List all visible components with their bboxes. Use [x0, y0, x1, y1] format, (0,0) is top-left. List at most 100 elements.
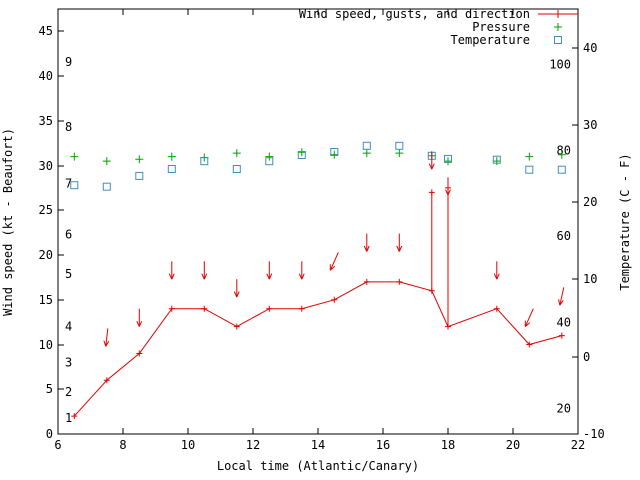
- x-tick-label: 8: [119, 438, 126, 452]
- y-tick-label: 15: [39, 293, 53, 307]
- wind-arrow-head: [168, 273, 175, 280]
- pressure-point: [444, 157, 452, 166]
- x-tick-label: 6: [54, 438, 61, 452]
- wind-arrow-head: [445, 189, 451, 196]
- wind-arrow-head: [266, 273, 273, 280]
- pressure-point: [135, 155, 144, 164]
- wind-direction-arrow: [105, 328, 109, 347]
- wind-direction-arrow: [329, 252, 339, 271]
- legend-label: Pressure: [472, 20, 530, 34]
- wind-speed-point: [396, 278, 403, 285]
- pressure-point: [330, 150, 339, 159]
- legend-label: Temperature: [451, 33, 530, 47]
- beaufort-scale-label: 9: [65, 55, 72, 69]
- legend-temperature-marker: [554, 36, 562, 44]
- y-tick-label: 0: [46, 427, 53, 441]
- fahrenheit-scale-label: 20: [557, 402, 571, 416]
- fahrenheit-scale-label: 40: [557, 316, 571, 330]
- pressure-point: [102, 157, 111, 166]
- wind-speed-point: [71, 413, 78, 420]
- temperature-point: [200, 157, 209, 166]
- legend-pressure-marker: [554, 23, 562, 31]
- y2-tick-label: 40: [583, 41, 597, 55]
- wind-arrow-head: [363, 245, 370, 252]
- beaufort-scale-label: 3: [65, 355, 72, 369]
- wind-direction-arrow: [524, 308, 534, 327]
- y2-tick-label: 0: [583, 350, 590, 364]
- temperature-point: [395, 141, 404, 150]
- pressure-point: [297, 148, 306, 157]
- wind-speed-point: [103, 377, 110, 384]
- pressure-point: [525, 152, 534, 161]
- y-tick-label: 20: [39, 248, 53, 262]
- temperature-point: [265, 157, 274, 166]
- temperature-point: [557, 165, 566, 174]
- wind-arrow-head: [524, 320, 531, 327]
- y-tick-label: 35: [39, 114, 53, 128]
- temperature-point: [444, 154, 452, 163]
- temperature-point: [525, 165, 534, 174]
- fahrenheit-scale-label: 60: [557, 229, 571, 243]
- wind-speed-point: [298, 305, 305, 312]
- y-tick-label: 25: [39, 203, 53, 217]
- temperature-point: [135, 171, 144, 180]
- wind-arrow-head: [201, 273, 208, 280]
- pressure-point: [395, 149, 404, 158]
- y-tick-label: 40: [39, 69, 53, 83]
- wind-arrow-head: [233, 291, 240, 298]
- wind-arrow-head: [103, 340, 110, 347]
- y2-tick-label: 30: [583, 118, 597, 132]
- temperature-point: [70, 181, 79, 190]
- temperature-point: [102, 182, 111, 191]
- temperature-point: [232, 165, 241, 173]
- x-tick-label: 16: [376, 438, 390, 452]
- wind-arrow-head: [298, 273, 305, 280]
- pressure-point: [557, 150, 566, 159]
- y2-tick-label: 20: [583, 195, 597, 209]
- fahrenheit-scale-label: 80: [557, 143, 571, 157]
- wind-arrow-head: [493, 273, 500, 280]
- plot-border: [57, 8, 579, 435]
- pressure-point: [492, 157, 501, 166]
- temperature-point: [362, 141, 371, 150]
- y2-tick-label: -10: [583, 427, 605, 441]
- wind-speed-point: [331, 296, 338, 303]
- wind-speed-point: [526, 341, 533, 348]
- x-tick-label: 20: [506, 438, 520, 452]
- legend-wind-marker: [554, 10, 562, 18]
- y-tick-label: 10: [39, 338, 53, 352]
- beaufort-scale-label: 8: [65, 120, 72, 134]
- x-axis-title: Local time (Atlantic/Canary): [217, 459, 419, 473]
- temperature-point: [330, 148, 339, 156]
- pressure-point: [70, 152, 79, 161]
- y-tick-label: 30: [39, 159, 53, 173]
- x-tick-label: 18: [441, 438, 455, 452]
- wind-speed-point: [558, 332, 565, 339]
- beaufort-scale-label: 6: [65, 228, 72, 242]
- wind-arrow-head: [396, 245, 403, 252]
- y2-tick-label: 10: [583, 272, 597, 286]
- fahrenheit-scale-label: 100: [549, 58, 571, 72]
- x-tick-label: 10: [181, 438, 195, 452]
- wind-arrow-head: [558, 299, 564, 306]
- wind-speed-line: [73, 281, 562, 417]
- wind-speed-point: [363, 278, 370, 285]
- wind-speed-point: [233, 323, 240, 330]
- y-tick-label: 5: [46, 382, 53, 396]
- wind-speed-point: [201, 305, 208, 312]
- x-tick-label: 14: [311, 438, 325, 452]
- pressure-point: [232, 149, 241, 158]
- beaufort-scale-label: 1: [65, 411, 72, 425]
- pressure-point: [265, 152, 274, 161]
- x-tick-label: 12: [246, 438, 260, 452]
- wind-speed-point: [266, 305, 273, 312]
- beaufort-scale-label: 5: [65, 267, 72, 281]
- temperature-point: [492, 155, 501, 164]
- y2-axis-title: Temperature (C - F): [618, 153, 632, 290]
- wind-speed-point: [168, 305, 175, 312]
- wind-arrow-head: [428, 163, 435, 170]
- wind-direction-arrow: [559, 287, 565, 306]
- beaufort-scale-label: 7: [65, 177, 72, 191]
